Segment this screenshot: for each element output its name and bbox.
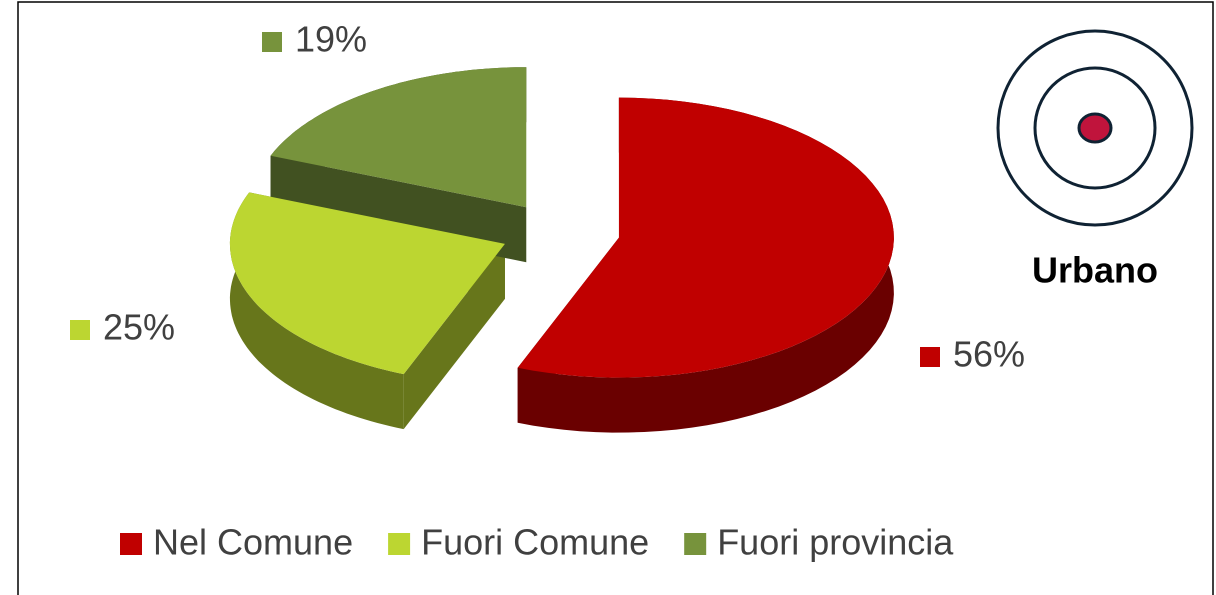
data-label: 19% [295,19,367,60]
chart-frame [17,1,1214,595]
legend-label: Fuori Comune [421,522,649,563]
outer-ring [996,29,1194,227]
data-label: 25% [103,307,175,348]
legend-label: Fuori provincia [717,522,954,563]
slice-outer-wall [229,192,404,430]
label-swatch [262,32,282,52]
slice [229,192,505,375]
label-swatch [70,320,90,340]
data-label: 56% [953,334,1025,375]
label-swatch [920,347,940,367]
annotation: Urbano [1032,250,1158,291]
legend-swatch [120,533,142,555]
center-dot [1077,112,1113,144]
legend-label: Nel Comune [153,522,353,563]
legend-swatch [388,533,411,555]
slice [517,97,894,378]
legend-swatch [684,533,707,555]
inner-ring [1033,66,1157,190]
urbano-icon [996,29,1194,227]
slice [270,67,527,208]
